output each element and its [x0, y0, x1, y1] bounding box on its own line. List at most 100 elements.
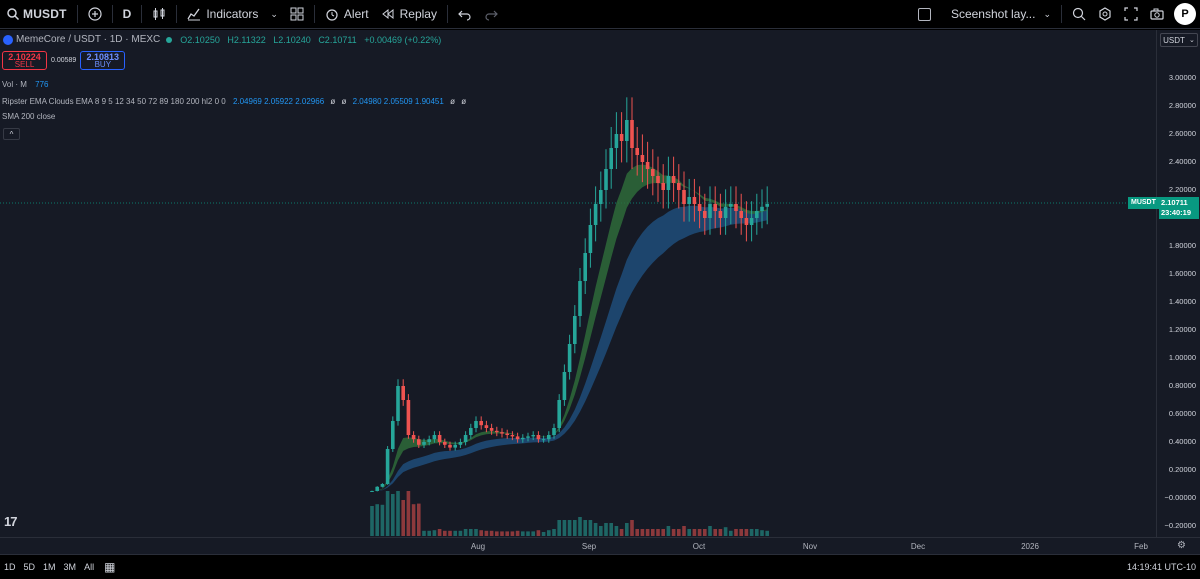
volume-bar [567, 520, 572, 536]
range-1d[interactable]: 1D [4, 562, 16, 572]
calendar-icon[interactable]: ▦ [104, 560, 116, 574]
price-axis-label: 0.40000 [1168, 437, 1196, 446]
redo-button[interactable] [478, 0, 504, 29]
volume-bar [734, 529, 738, 536]
range-1m[interactable]: 1M [43, 562, 56, 572]
last-price-box: 2.10711 23:40:19 [1159, 197, 1199, 219]
price-axis-label: 0.60000 [1168, 409, 1196, 418]
ema-values-2: 2.04980 2.05509 1.90451 [352, 97, 444, 106]
candle-body [401, 386, 405, 400]
candle-body [500, 432, 504, 434]
last-price-symbol: MUSDT [1128, 197, 1159, 209]
divider [111, 5, 113, 23]
candle-body [432, 435, 437, 440]
price-chart[interactable] [0, 30, 1156, 537]
volume-bar [396, 491, 400, 536]
currency-label: USDT [1163, 35, 1185, 45]
currency-selector[interactable]: USDT ⌄ [1160, 33, 1198, 47]
candle-body [474, 421, 478, 428]
undo-button[interactable] [452, 0, 478, 29]
sell-button[interactable]: 2.10224 SELL [2, 51, 47, 70]
volume-bar [427, 530, 431, 536]
sma-legend[interactable]: SMA 200 close [2, 112, 55, 121]
range-5d[interactable]: 5D [23, 562, 36, 572]
sma-label: SMA 200 close [2, 112, 56, 121]
ema-clouds-legend[interactable]: Ripster EMA Clouds EMA 8 9 5 12 34 50 72… [2, 97, 466, 106]
volume-bar [687, 529, 691, 536]
candle-body [765, 204, 769, 207]
buy-button[interactable]: 2.10813 BUY [80, 51, 126, 70]
candle-body [510, 435, 515, 437]
candle-body [682, 190, 686, 204]
ema-cloud-slow [372, 205, 768, 492]
quick-search-button[interactable] [1066, 0, 1092, 29]
candle-body [625, 120, 629, 141]
candle-body [651, 169, 655, 176]
time-axis-label: 2026 [1021, 542, 1039, 551]
volume-bar [432, 530, 437, 536]
volume-bar [479, 530, 483, 536]
candle-body [552, 428, 556, 435]
change-value: +0.00469 (+0.22%) [364, 34, 442, 45]
layout-checkbox[interactable] [917, 7, 931, 21]
volume-bar [593, 523, 598, 536]
alert-label: Alert [343, 7, 369, 21]
volume-bar [515, 530, 520, 536]
price-axis-label: 1.20000 [1168, 325, 1196, 334]
candle-body [599, 190, 603, 204]
range-all[interactable]: All [84, 562, 95, 572]
bar-countdown: 23:40:19 [1161, 208, 1192, 217]
candle-body [656, 176, 660, 183]
time-axis-label: Aug [470, 542, 486, 551]
volume-bar [604, 523, 608, 536]
bottom-toolbar: 1D 5D 1M 3M All ▦ 14:19:41 UTC-10 [0, 554, 1200, 579]
indicators-button[interactable]: Indicators ⌄ [181, 0, 284, 29]
trade-buttons: 2.10224 SELL 0.00589 2.10813 BUY [2, 51, 126, 70]
collapse-legend-button[interactable]: ^ [3, 128, 20, 140]
price-axis-label: 1.40000 [1168, 297, 1196, 306]
symbol-search[interactable]: MUSDT [0, 0, 73, 29]
candle-body [385, 449, 390, 484]
candle-body [703, 211, 707, 218]
volume-bar [755, 529, 759, 536]
axis-settings-icon[interactable]: ⚙ [1177, 540, 1186, 551]
open-value: O2.10250 [180, 34, 220, 45]
interval-button[interactable]: D [122, 7, 132, 21]
volume-bar [671, 529, 676, 536]
time-axis[interactable]: ⚙ Aug Sep Oct Nov Dec 2026 Feb [0, 537, 1200, 554]
candle-body [375, 486, 379, 491]
volume-bar [630, 520, 634, 536]
volume-bar [749, 529, 754, 536]
layouts-button[interactable] [284, 0, 310, 29]
fullscreen-button[interactable] [1118, 0, 1144, 29]
volume-bar [578, 517, 582, 536]
price-axis-label: 2.80000 [1168, 101, 1196, 110]
price-axis[interactable]: USDT ⌄ 3.00000 2.80000 2.60000 2.40000 2.200… [1156, 30, 1200, 537]
alert-button[interactable]: Alert [319, 0, 375, 29]
replay-button[interactable]: Replay [375, 0, 443, 29]
clock[interactable]: 14:19:41 UTC-10 [1126, 562, 1196, 572]
chart-type-button[interactable] [146, 0, 172, 29]
snapshot-button[interactable] [1144, 0, 1170, 29]
ema-null-1: ø [330, 97, 336, 106]
settings-button[interactable] [1092, 0, 1118, 29]
compare-button[interactable] [82, 0, 108, 29]
layout-menu[interactable]: Sceenshot lay... ⌄ [912, 0, 1057, 29]
volume-bar [645, 529, 650, 536]
volume-bar [718, 529, 723, 536]
volume-bar [588, 520, 593, 536]
price-axis-label: 1.80000 [1168, 241, 1196, 250]
low-value: L2.10240 [273, 34, 311, 45]
volume-legend[interactable]: Vol · M 776 [2, 80, 49, 89]
spread-value: 0.00589 [51, 57, 77, 64]
volume-bar [448, 530, 452, 536]
volume-bar [677, 529, 681, 536]
chart-pane[interactable]: MemeCore / USDT · 1D · MEXC O2.10250 H2.… [0, 30, 1200, 537]
candle-body [604, 169, 608, 190]
range-3m[interactable]: 3M [63, 562, 77, 572]
avatar[interactable]: P [1174, 3, 1196, 25]
volume-bar [547, 530, 551, 536]
volume-bar [723, 527, 728, 536]
time-axis-label: Nov [802, 542, 818, 551]
chevron-down-icon: ⌄ [1189, 37, 1195, 44]
